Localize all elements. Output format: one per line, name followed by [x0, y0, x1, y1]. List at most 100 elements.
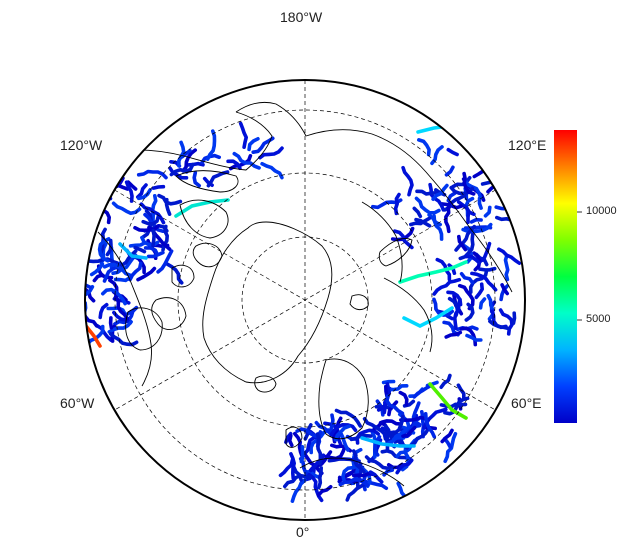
river-segment	[101, 287, 127, 306]
river-segment	[128, 261, 143, 282]
river-segment	[136, 266, 157, 282]
river-segment	[283, 473, 313, 489]
river-trunk	[118, 242, 148, 260]
river-segment	[482, 162, 504, 172]
river-segment	[151, 184, 166, 190]
river-segment	[497, 247, 522, 265]
river-segment	[478, 297, 487, 310]
river-segment	[503, 253, 510, 282]
river-segment	[498, 308, 514, 336]
river-segment	[334, 408, 362, 428]
river-segment	[289, 452, 296, 480]
river-segment	[181, 148, 197, 173]
river-segment	[141, 214, 161, 226]
river-segment	[95, 162, 108, 172]
river-segment	[85, 236, 89, 267]
river-segment	[469, 217, 483, 224]
river-segment	[90, 190, 113, 201]
river-segment	[95, 324, 113, 342]
river-segment	[114, 295, 130, 321]
river-segment	[398, 390, 409, 407]
river-segment	[156, 249, 174, 274]
river-segment	[464, 302, 475, 322]
river-segment	[133, 224, 160, 233]
river-segment	[238, 121, 248, 149]
river-segment	[386, 384, 409, 392]
river-segment	[91, 161, 98, 175]
river-segment	[143, 246, 160, 257]
river-segment	[226, 159, 242, 170]
river-segment	[462, 138, 493, 153]
river-segment	[85, 310, 99, 328]
river-segment	[136, 188, 152, 201]
river-segment	[247, 137, 260, 152]
coastline	[97, 101, 513, 487]
river-segment	[453, 297, 462, 330]
river-segment	[465, 333, 483, 342]
river-trunk	[428, 382, 468, 420]
river-segment	[228, 154, 253, 171]
river-segment	[303, 453, 324, 475]
river-segment	[85, 324, 105, 346]
river-segment	[392, 435, 406, 442]
river-segment	[128, 240, 147, 248]
river-segment	[412, 383, 433, 399]
river-segment	[490, 169, 498, 182]
river-segment	[89, 203, 98, 216]
river-segment	[95, 169, 105, 187]
river-segment	[444, 165, 455, 177]
river-segment	[401, 425, 417, 438]
river-segment	[328, 413, 335, 437]
river-segment	[381, 379, 396, 385]
river-segment	[495, 164, 513, 175]
river-segment	[473, 121, 487, 143]
river-segment	[278, 458, 295, 478]
river-segment	[186, 161, 205, 167]
river-segment	[345, 482, 368, 502]
river-segment	[439, 373, 452, 389]
river-segment	[412, 206, 423, 219]
river-segment	[444, 330, 463, 339]
river-segment	[333, 424, 351, 442]
label-lower-right: 60°E	[511, 395, 542, 411]
colorbar-label-5000: 5000	[586, 313, 611, 325]
river-trunk	[360, 436, 416, 448]
river-segment	[495, 215, 518, 223]
river-segment	[251, 136, 275, 154]
river-trunk	[398, 260, 468, 284]
river-segment	[399, 415, 428, 422]
river-segment	[80, 313, 82, 338]
river-segment	[107, 320, 133, 334]
river-segment	[439, 402, 468, 409]
river-segment	[89, 262, 105, 277]
river-segment	[462, 171, 476, 196]
river-segment	[205, 129, 217, 161]
river-segment	[352, 471, 376, 478]
river-segment	[368, 470, 384, 484]
river-segment	[338, 477, 370, 487]
river-segment	[192, 171, 201, 188]
river-segment	[315, 432, 323, 466]
label-lower-left: 60°W	[60, 395, 95, 411]
river-segment	[90, 198, 104, 206]
river-segment	[373, 435, 382, 457]
river-segment	[124, 180, 134, 203]
river-segment	[432, 277, 462, 296]
label-upper-left: 120°W	[60, 137, 103, 153]
river-segment	[483, 205, 492, 218]
river-segment	[477, 196, 483, 210]
river-segment	[317, 466, 323, 490]
river-segment	[468, 268, 489, 294]
river-segment	[456, 383, 466, 401]
river-segment	[444, 201, 452, 234]
river-segment	[423, 412, 437, 439]
river-segment	[102, 262, 133, 278]
label-bottom: 0°	[296, 524, 310, 540]
river-segment	[511, 311, 517, 325]
river-segment	[112, 310, 133, 325]
river-segment	[260, 162, 284, 180]
river-segment	[105, 238, 113, 257]
river-segment	[126, 180, 138, 191]
river-segment	[287, 434, 294, 447]
river-segment	[472, 151, 493, 179]
